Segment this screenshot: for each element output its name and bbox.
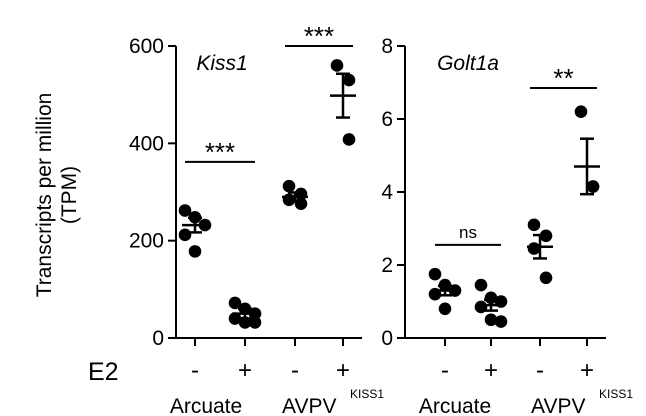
data-point [178, 228, 192, 242]
significance-label: ns [459, 223, 477, 242]
treatment-tick-label: + [580, 357, 594, 384]
data-point [294, 197, 308, 210]
series-group [474, 278, 508, 328]
data-point [539, 271, 553, 285]
y-tick-label: 600 [129, 35, 164, 58]
data-point [527, 242, 541, 255]
treatment-label: E2 [88, 358, 119, 386]
y-axis-label-line2: (TPM) [58, 166, 81, 224]
group-label-avpv-1: AVPV [282, 395, 336, 416]
group-label-arcuate-2: Arcuate [419, 395, 491, 416]
data-point [586, 180, 600, 193]
data-point [282, 179, 296, 193]
data-point [330, 59, 344, 72]
treatment-tick-label: - [191, 357, 199, 384]
treatment-tick-label: + [238, 357, 252, 384]
y-axis-label-line1: Transcripts per million [33, 93, 56, 298]
data-point [342, 133, 356, 146]
data-point [484, 313, 498, 327]
data-point [282, 193, 296, 207]
data-point [484, 291, 498, 305]
series-group [178, 204, 212, 258]
data-point [228, 296, 242, 310]
treatment-tick-label: + [336, 357, 350, 384]
treatment-tick-label: - [441, 357, 449, 384]
y-tick-label: 8 [381, 35, 393, 58]
data-point [527, 218, 541, 232]
data-point [228, 312, 242, 325]
treatment-tick-label: + [484, 357, 498, 384]
group-label-avpv-sup-2: KISS1 [599, 387, 633, 401]
data-point [474, 278, 488, 292]
panel-title: Kiss1 [196, 52, 247, 75]
group-label-avpv-sup-1: KISS1 [350, 387, 384, 401]
series-group [527, 218, 553, 285]
y-tick-label: 0 [381, 327, 393, 350]
data-point [178, 204, 192, 217]
data-point [494, 315, 508, 328]
group-label-arcuate-1: Arcuate [170, 395, 242, 416]
y-tick-label: 2 [381, 254, 393, 277]
treatment-tick-label: - [536, 357, 544, 384]
series-group [428, 267, 462, 316]
y-tick-label: 4 [381, 181, 393, 204]
panel-golt1a: 0 2 4 6 8 - + - + Golt1a ns ** [381, 35, 606, 384]
panel-kiss1: 0 200 400 600 - + - + Kiss1 *** *** [129, 21, 362, 384]
panel-title: Golt1a [437, 52, 499, 75]
data-point [342, 73, 356, 87]
y-tick-label: 0 [152, 327, 164, 350]
data-point [188, 245, 202, 258]
y-tick-label: 200 [129, 230, 164, 253]
significance-label: *** [304, 21, 334, 51]
treatment-tick-label: - [291, 357, 299, 384]
data-point [428, 267, 442, 281]
y-tick-label: 400 [129, 132, 164, 155]
series-group [228, 296, 262, 329]
y-tick-label: 6 [381, 108, 393, 131]
series-group [574, 105, 600, 196]
significance-label: *** [205, 137, 235, 167]
series-group [282, 179, 308, 210]
data-point [574, 105, 588, 118]
data-point [438, 302, 452, 316]
group-label-avpv-2: AVPV [531, 395, 585, 416]
significance-label: ** [553, 63, 573, 93]
series-group [330, 59, 356, 146]
